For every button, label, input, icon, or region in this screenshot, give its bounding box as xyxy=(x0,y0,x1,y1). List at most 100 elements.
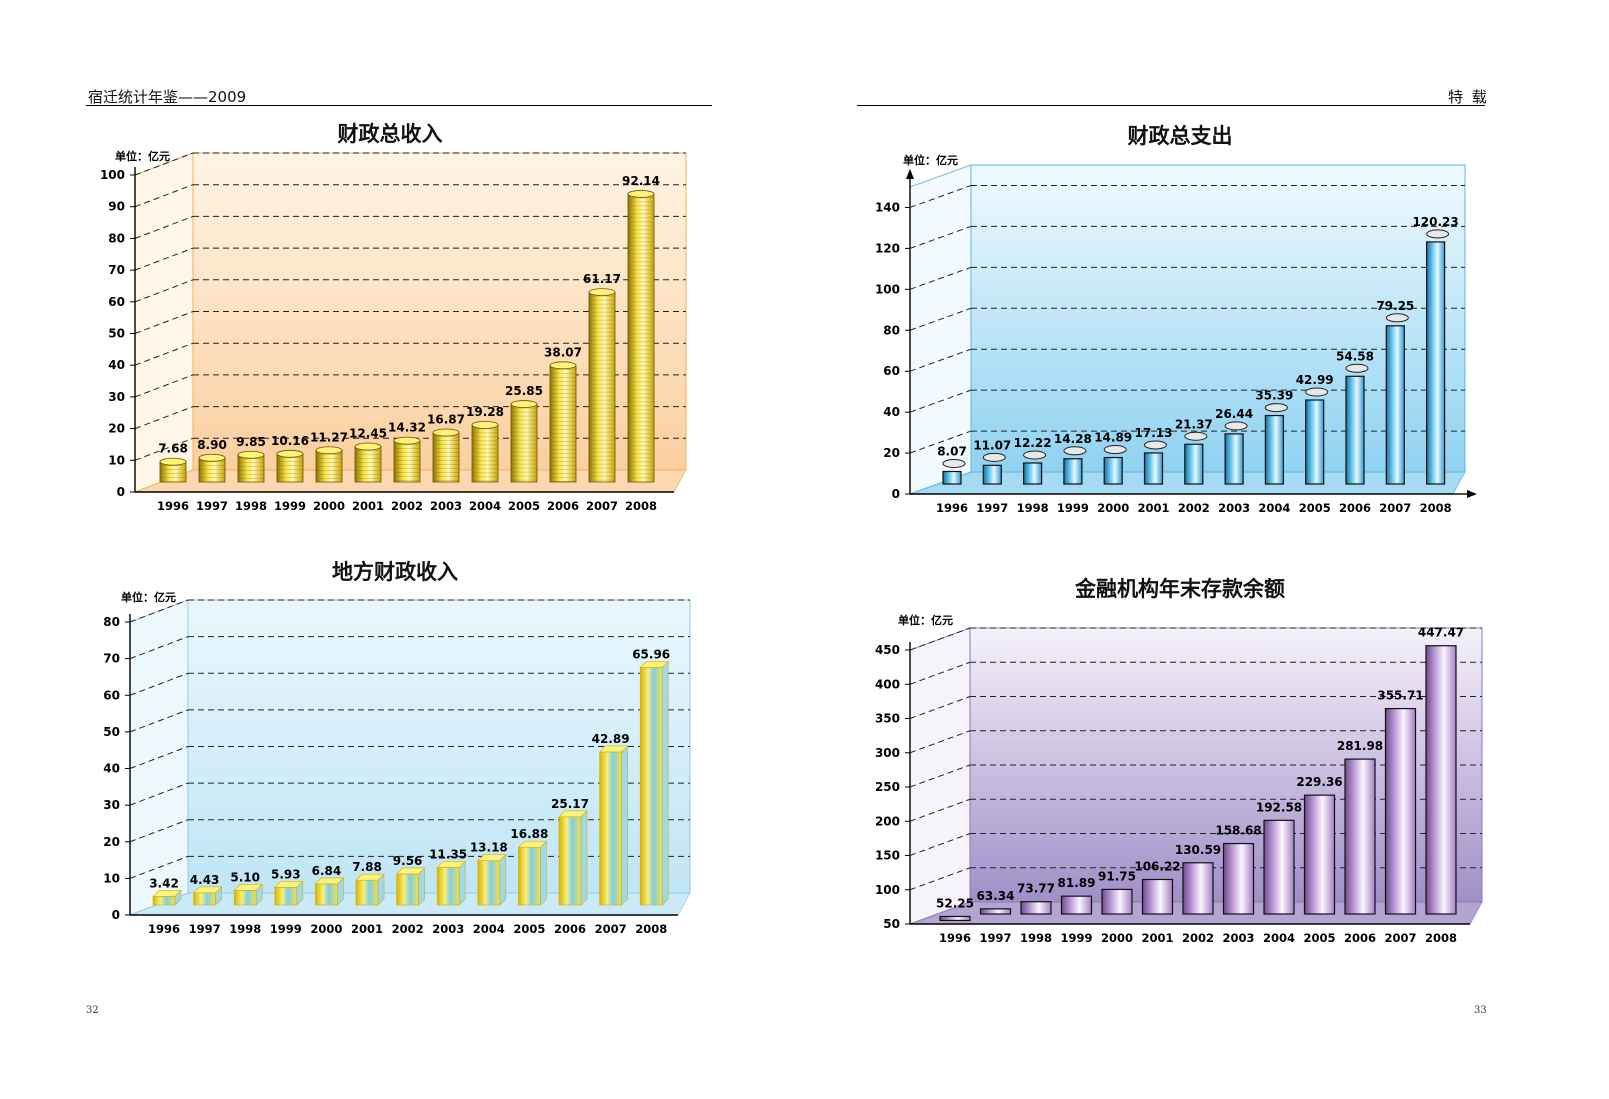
bar xyxy=(1264,414,1285,485)
bar xyxy=(1384,707,1417,915)
gridline-diagonal xyxy=(129,599,189,623)
data-label: 38.07 xyxy=(544,345,582,359)
bar xyxy=(1184,443,1204,485)
gridline-diagonal xyxy=(909,184,972,208)
chart-title-fiscal-expenditure: 财政总支出 xyxy=(1127,124,1233,148)
bar xyxy=(1020,901,1052,915)
gridline-diagonal xyxy=(909,696,971,719)
data-label: 54.58 xyxy=(1336,349,1374,363)
data-label: 52.25 xyxy=(936,896,974,910)
bar xyxy=(393,440,421,483)
data-label: 12.45 xyxy=(349,427,387,441)
gridline-diagonal xyxy=(134,279,194,303)
y-tick-label: 40 xyxy=(883,405,900,419)
gridline-diagonal xyxy=(129,709,189,733)
bar-top xyxy=(588,288,616,296)
running-header-right: 特 载 xyxy=(1448,88,1489,106)
bar xyxy=(276,453,304,483)
page-number-right: 33 xyxy=(1474,1005,1487,1016)
hand-icon xyxy=(1103,445,1127,455)
gridline-diagonal xyxy=(134,437,194,461)
bar-top xyxy=(276,449,304,458)
bar xyxy=(1263,819,1295,915)
gridline-diagonal xyxy=(909,266,972,290)
data-label: 8.07 xyxy=(937,444,967,458)
y-tick-label: 30 xyxy=(103,798,120,812)
bar-top xyxy=(627,190,655,198)
chart-title-deposits-balance: 金融机构年末存款余额 xyxy=(1075,577,1285,601)
y-tick-label: 80 xyxy=(883,323,900,337)
hand-icon xyxy=(1426,229,1450,239)
bar xyxy=(1022,462,1043,485)
bar-side xyxy=(337,877,344,906)
x-tick-label: 2008 xyxy=(635,922,667,936)
y-tick-label: 10 xyxy=(108,453,125,467)
y-tick-label: 50 xyxy=(103,725,120,739)
data-label: 5.10 xyxy=(230,870,260,884)
x-tick-label: 2004 xyxy=(473,922,505,936)
gridline-diagonal xyxy=(129,746,189,769)
hand-icon xyxy=(1063,446,1087,456)
x-tick-label: 2004 xyxy=(469,499,501,513)
bar-side xyxy=(540,840,547,906)
hand-icon xyxy=(1224,421,1248,431)
bar xyxy=(979,908,1012,915)
x-tick-label: 2006 xyxy=(554,922,586,936)
data-label: 81.89 xyxy=(1058,876,1096,890)
x-tick-label: 2001 xyxy=(1137,501,1169,515)
data-label: 13.18 xyxy=(470,841,508,855)
x-tick-label: 2003 xyxy=(432,922,464,936)
data-label: 229.36 xyxy=(1296,775,1342,789)
gridline-diagonal xyxy=(909,833,971,856)
hand-icon xyxy=(1023,450,1047,460)
data-label: 42.99 xyxy=(1296,373,1334,387)
unit-label: 单位：亿元 xyxy=(121,590,176,604)
x-axis-arrow xyxy=(1467,490,1477,498)
x-tick-label: 2005 xyxy=(1299,501,1331,515)
bar xyxy=(1425,241,1446,485)
y-tick-label: 30 xyxy=(108,390,125,404)
header-rule-right xyxy=(857,105,1485,106)
data-label: 42.89 xyxy=(592,732,630,746)
data-label: 17.13 xyxy=(1135,426,1173,440)
bar xyxy=(1103,456,1123,485)
x-tick-label: 1996 xyxy=(157,499,189,513)
x-tick-label: 2008 xyxy=(625,499,657,513)
data-label: 9.56 xyxy=(393,854,423,868)
x-tick-label: 2005 xyxy=(1303,931,1335,945)
gridline-diagonal xyxy=(134,342,194,366)
data-label: 26.44 xyxy=(1215,407,1253,421)
page-number-left: 32 xyxy=(86,1005,99,1016)
y-tick-label: 200 xyxy=(875,814,900,828)
bar-side xyxy=(458,860,466,906)
x-tick-label: 1999 xyxy=(1057,501,1089,515)
y-tick-label: 40 xyxy=(103,762,120,776)
data-label: 79.25 xyxy=(1376,299,1414,313)
x-tick-label: 1999 xyxy=(274,499,306,513)
x-tick-label: 1997 xyxy=(196,499,228,513)
bar xyxy=(1060,895,1093,915)
x-tick-label: 2008 xyxy=(1420,501,1452,515)
data-label: 12.22 xyxy=(1014,436,1052,450)
bar-side xyxy=(255,883,263,906)
bar xyxy=(471,424,499,483)
x-tick-label: 2005 xyxy=(508,499,540,513)
gridline-diagonal xyxy=(909,764,971,788)
x-tick-label: 2000 xyxy=(1101,931,1133,945)
unit-label: 单位：亿元 xyxy=(903,153,958,167)
data-label: 5.93 xyxy=(271,867,301,881)
data-label: 158.68 xyxy=(1215,824,1261,838)
x-tick-label: 1998 xyxy=(1020,931,1052,945)
x-tick-label: 2000 xyxy=(310,922,342,936)
gridline-diagonal xyxy=(909,307,972,331)
data-label: 120.23 xyxy=(1412,215,1458,229)
gridline-diagonal xyxy=(129,855,189,879)
data-label: 3.42 xyxy=(149,876,179,890)
x-tick-label: 2001 xyxy=(352,499,384,513)
y-tick-label: 0 xyxy=(892,487,900,501)
gridline-diagonal xyxy=(909,627,971,651)
y-tick-label: 70 xyxy=(108,263,125,277)
chart-back-wall xyxy=(970,164,1466,473)
y-tick-label: 0 xyxy=(112,908,120,922)
data-label: 19.28 xyxy=(466,405,504,419)
